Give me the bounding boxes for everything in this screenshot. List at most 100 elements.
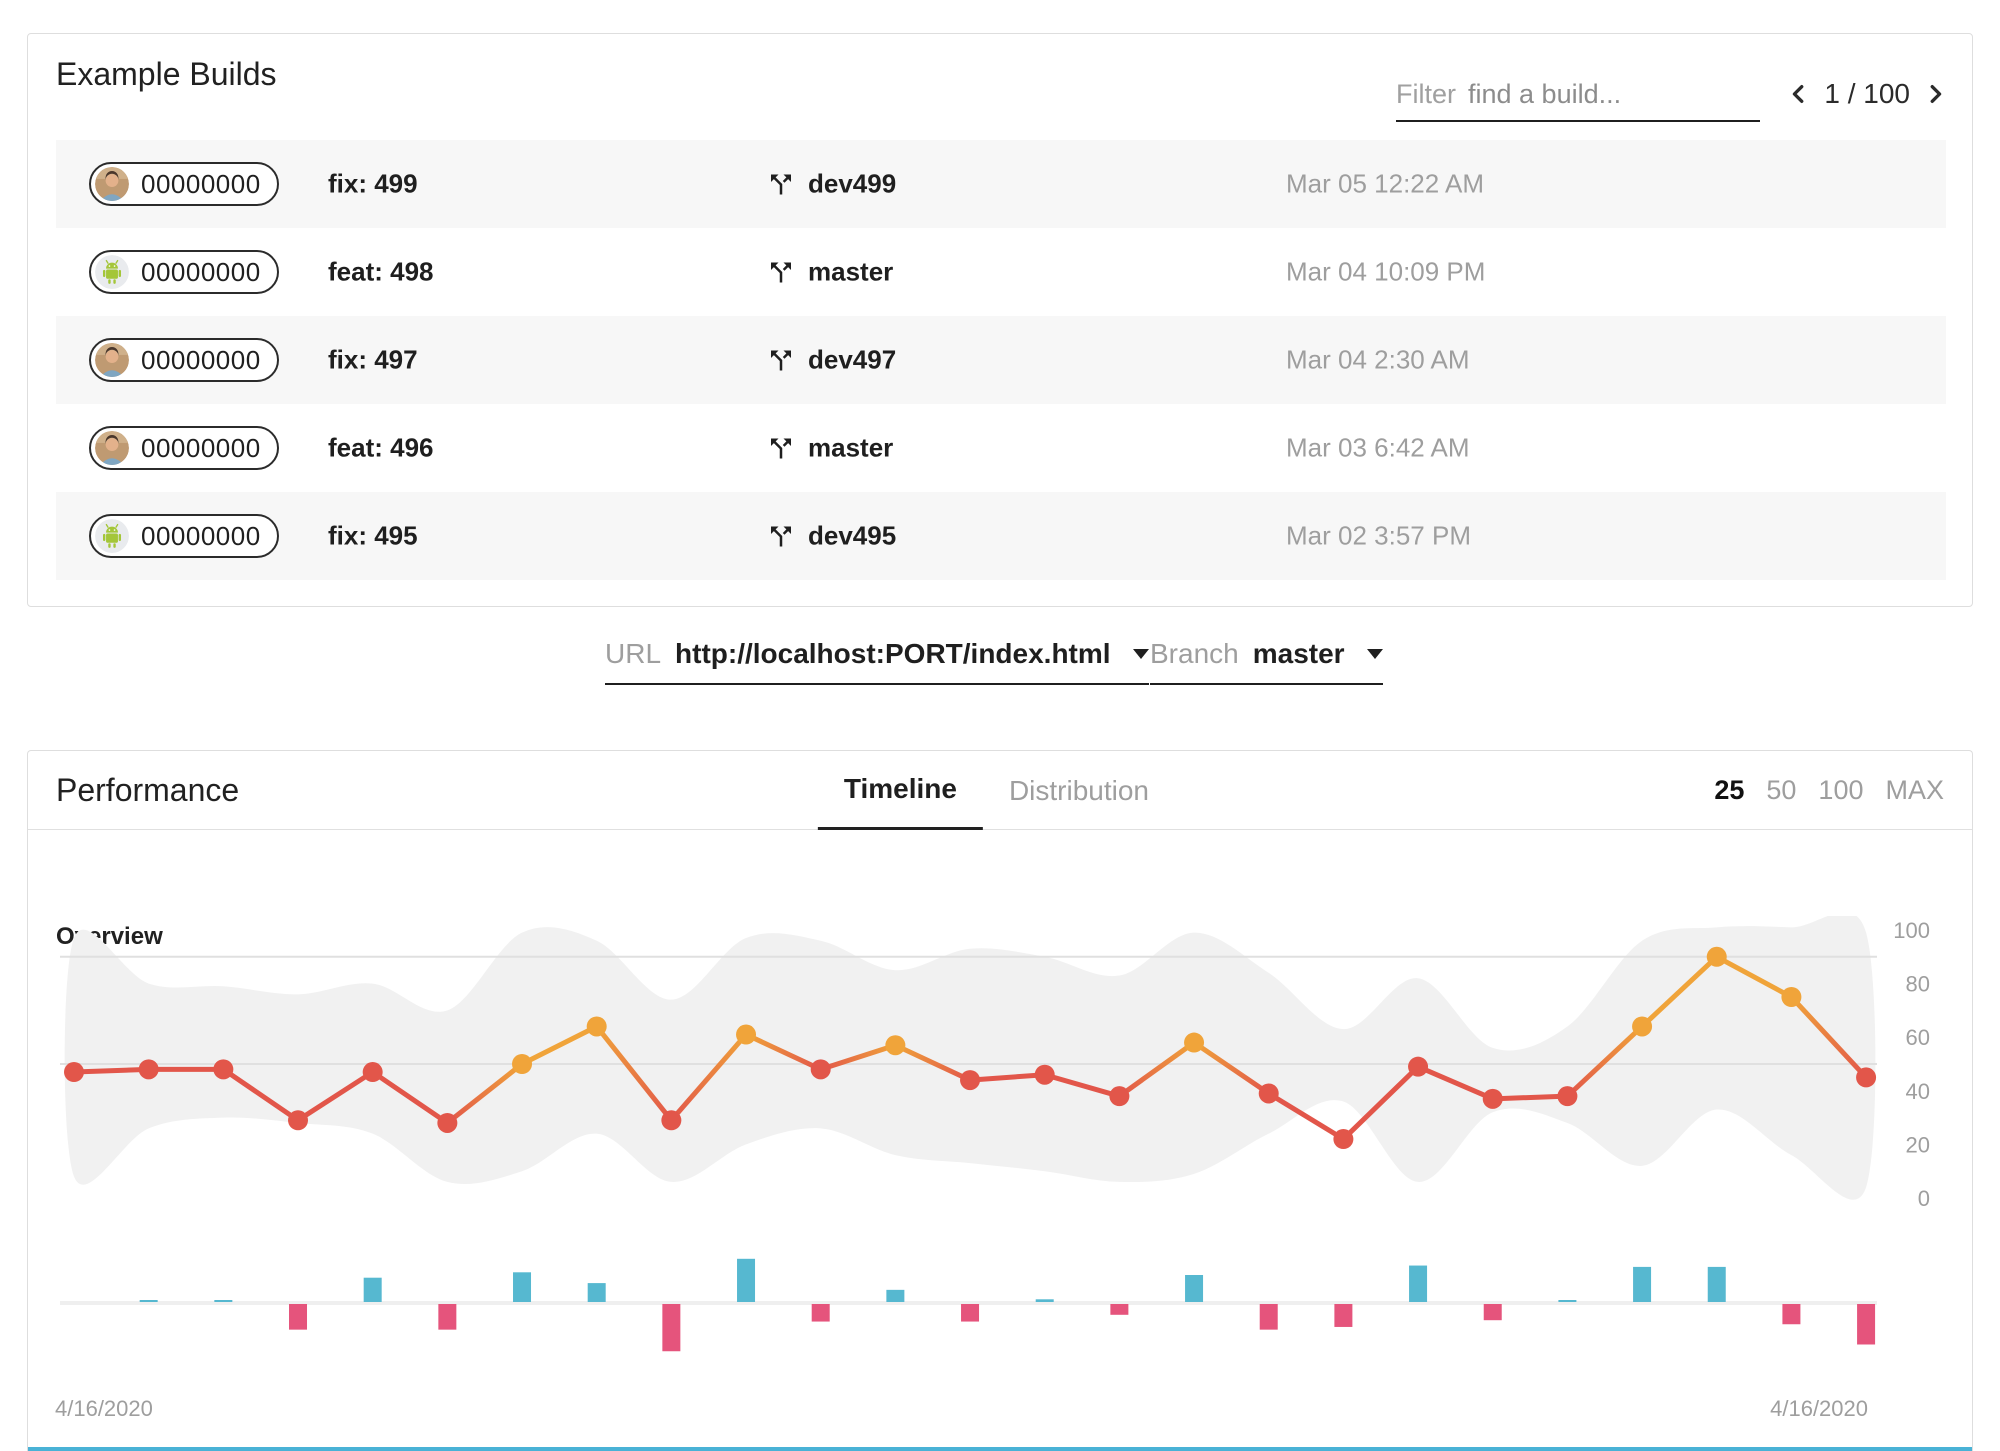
- build-row[interactable]: 00000000 feat: 496 master Mar 03 6:42 AM: [56, 404, 1946, 492]
- branch-selector[interactable]: Branch master: [1150, 638, 1383, 685]
- score-point: [1333, 1129, 1354, 1150]
- performance-header: Performance Timeline Distribution 25 50 …: [28, 751, 1972, 830]
- next-section-top-strip: [28, 1447, 1972, 1451]
- delta-bar: [886, 1289, 905, 1302]
- y-axis-tick: 80: [1906, 972, 1930, 997]
- score-point: [64, 1062, 84, 1083]
- previous-page-icon[interactable]: [1788, 80, 1810, 108]
- y-axis-tick: 0: [1918, 1186, 1930, 1211]
- delta-bar: [1259, 1304, 1278, 1330]
- commit-message: fix: 497: [328, 344, 418, 375]
- commit-message: feat: 496: [328, 432, 434, 463]
- score-line-segment: [1789, 995, 1868, 1080]
- tab-distribution[interactable]: Distribution: [1008, 774, 1150, 806]
- delta-bar: [1409, 1265, 1428, 1302]
- build-filter-input[interactable]: [1468, 78, 1760, 110]
- score-point: [362, 1062, 383, 1083]
- branch-cell: dev495: [766, 521, 896, 552]
- performance-card: Performance Timeline Distribution 25 50 …: [27, 750, 1973, 1451]
- score-line-segment: [819, 1042, 897, 1072]
- delta-bar: [1110, 1304, 1129, 1315]
- builds-card-title: Example Builds: [56, 56, 277, 92]
- filter-label: Filter: [1396, 78, 1456, 109]
- score-line-segment: [1341, 1064, 1420, 1141]
- page-indicator: 1 / 100: [1824, 78, 1910, 109]
- score-point: [1034, 1064, 1055, 1085]
- score-point: [885, 1035, 906, 1056]
- url-selector[interactable]: URL http://localhost:PORT/index.html: [605, 638, 1149, 685]
- score-range-band: [64, 916, 1876, 1200]
- score-point: [512, 1054, 533, 1074]
- delta-bar: [1334, 1304, 1353, 1327]
- build-row[interactable]: 00000000 fix: 495 dev495 Mar 02 3:57 PM: [56, 492, 1946, 580]
- score-point: [1482, 1088, 1503, 1109]
- delta-bar: [1558, 1300, 1577, 1302]
- score-point: [1408, 1056, 1429, 1077]
- range-option-max[interactable]: MAX: [1885, 774, 1944, 805]
- build-hash-pill: 00000000: [89, 162, 279, 206]
- tab-timeline[interactable]: Timeline: [817, 751, 983, 830]
- branch-name: master: [808, 256, 894, 287]
- delta-bar: [363, 1277, 382, 1302]
- delta-bar: [139, 1300, 158, 1302]
- build-filter-field[interactable]: Filter: [1396, 68, 1760, 122]
- delta-bar: [513, 1272, 532, 1302]
- score-point: [960, 1070, 981, 1091]
- build-date: Mar 02 3:57 PM: [1286, 520, 1471, 551]
- branch-name: master: [808, 432, 894, 463]
- man-avatar-icon: [95, 343, 129, 377]
- branch-icon: [771, 526, 791, 546]
- build-row[interactable]: 00000000 feat: 498 master Mar 04 10:09 P…: [56, 228, 1946, 316]
- score-line-segment: [1492, 1093, 1568, 1102]
- score-point: [213, 1059, 234, 1080]
- author-avatar: [95, 431, 129, 465]
- range-options: 25 50 100 MAX: [1714, 751, 1944, 829]
- score-point: [586, 1016, 607, 1037]
- branch-cell: master: [766, 257, 893, 288]
- build-row[interactable]: 00000000 fix: 497 dev497 Mar 04 2:30 AM: [56, 316, 1946, 404]
- delta-bar: [1035, 1299, 1054, 1302]
- score-point: [1706, 946, 1727, 967]
- delta-bar: [1707, 1266, 1726, 1302]
- score-line-segment: [221, 1067, 300, 1123]
- score-line-segment: [445, 1062, 524, 1125]
- build-date: Mar 05 12:22 AM: [1286, 168, 1484, 199]
- score-line-segment: [371, 1069, 449, 1126]
- commit-message: feat: 498: [328, 256, 434, 287]
- man-avatar-icon: [95, 167, 129, 201]
- y-axis-tick: 100: [1893, 918, 1930, 943]
- range-option-50[interactable]: 50: [1766, 774, 1797, 805]
- delta-zero-line: [60, 1301, 1877, 1305]
- next-page-icon[interactable]: [1924, 80, 1946, 108]
- dropdown-caret-icon: [1132, 649, 1149, 659]
- delta-bar: [587, 1283, 606, 1302]
- x-axis-start-date: 4/16/2020: [55, 1396, 153, 1421]
- overview-score-chart[interactable]: 0 20 40 60 80 100: [28, 751, 1972, 1450]
- branch-cell: dev497: [766, 345, 896, 376]
- score-point: [288, 1110, 309, 1131]
- score-point: [1258, 1083, 1279, 1104]
- build-hash: 00000000: [141, 256, 261, 287]
- android-avatar-icon: [95, 519, 129, 553]
- commit-message: fix: 495: [328, 520, 418, 551]
- branch-selector-label: Branch: [1150, 638, 1239, 669]
- url-selector-value: http://localhost:PORT/index.html: [675, 638, 1111, 669]
- range-option-100[interactable]: 100: [1818, 774, 1864, 805]
- score-line-segment: [296, 1069, 375, 1123]
- score-line-segment: [669, 1032, 748, 1122]
- score-point: [661, 1110, 682, 1131]
- builds-pagination: 1 / 100: [1788, 68, 1946, 120]
- branch-cell: master: [766, 433, 893, 464]
- range-option-25[interactable]: 25: [1714, 774, 1745, 805]
- commit-message: fix: 499: [328, 168, 418, 199]
- delta-bar: [811, 1304, 830, 1322]
- delta-bar: [737, 1258, 756, 1302]
- delta-bar: [1185, 1275, 1204, 1302]
- build-list: 00000000 fix: 499 dev499 Mar 05 12:22 AM…: [56, 140, 1946, 580]
- score-point: [1856, 1067, 1877, 1088]
- build-row[interactable]: 00000000 fix: 499 dev499 Mar 05 12:22 AM: [56, 140, 1946, 228]
- score-point: [810, 1059, 831, 1080]
- build-date: Mar 04 10:09 PM: [1286, 256, 1486, 287]
- delta-bar: [1633, 1266, 1652, 1302]
